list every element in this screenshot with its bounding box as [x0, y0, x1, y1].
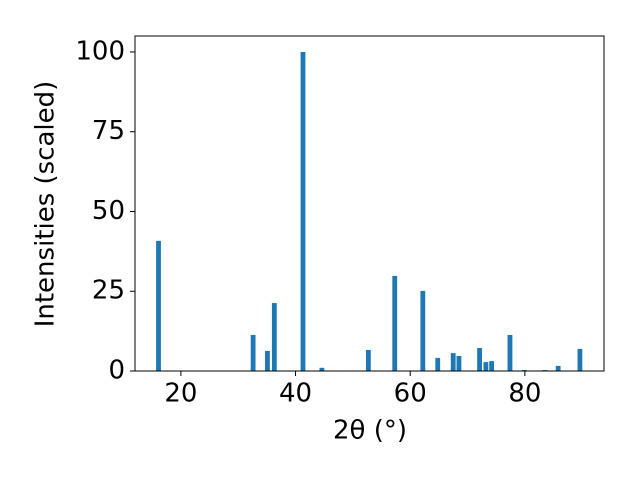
y-tick-label: 25 — [92, 276, 125, 306]
x-tick-label: 20 — [164, 379, 197, 409]
bar — [456, 356, 462, 371]
x-axis-label: 2θ (°) — [333, 416, 407, 446]
y-tick-label: 75 — [92, 116, 125, 146]
y-axis-label: Intensities (scaled) — [31, 81, 61, 328]
x-tick-label: 80 — [508, 379, 541, 409]
y-tick-label: 0 — [108, 356, 125, 386]
y-tick-label: 50 — [92, 196, 125, 226]
y-tick-label: 100 — [75, 36, 125, 66]
bar — [555, 365, 561, 371]
bar — [365, 349, 371, 371]
bar — [477, 348, 482, 371]
bar — [420, 290, 426, 371]
bar — [300, 51, 306, 371]
bar — [392, 275, 398, 371]
bar — [271, 303, 277, 371]
bar — [483, 362, 489, 371]
plot-frame — [134, 35, 605, 372]
bar — [250, 334, 256, 371]
bar — [577, 348, 583, 371]
bar — [435, 357, 441, 371]
bar — [265, 350, 270, 371]
bar — [489, 361, 495, 371]
bar — [507, 334, 513, 371]
bar — [156, 240, 161, 371]
bar — [450, 353, 456, 371]
x-tick-label: 40 — [279, 379, 312, 409]
bar — [319, 367, 325, 371]
x-tick-label: 60 — [394, 379, 427, 409]
